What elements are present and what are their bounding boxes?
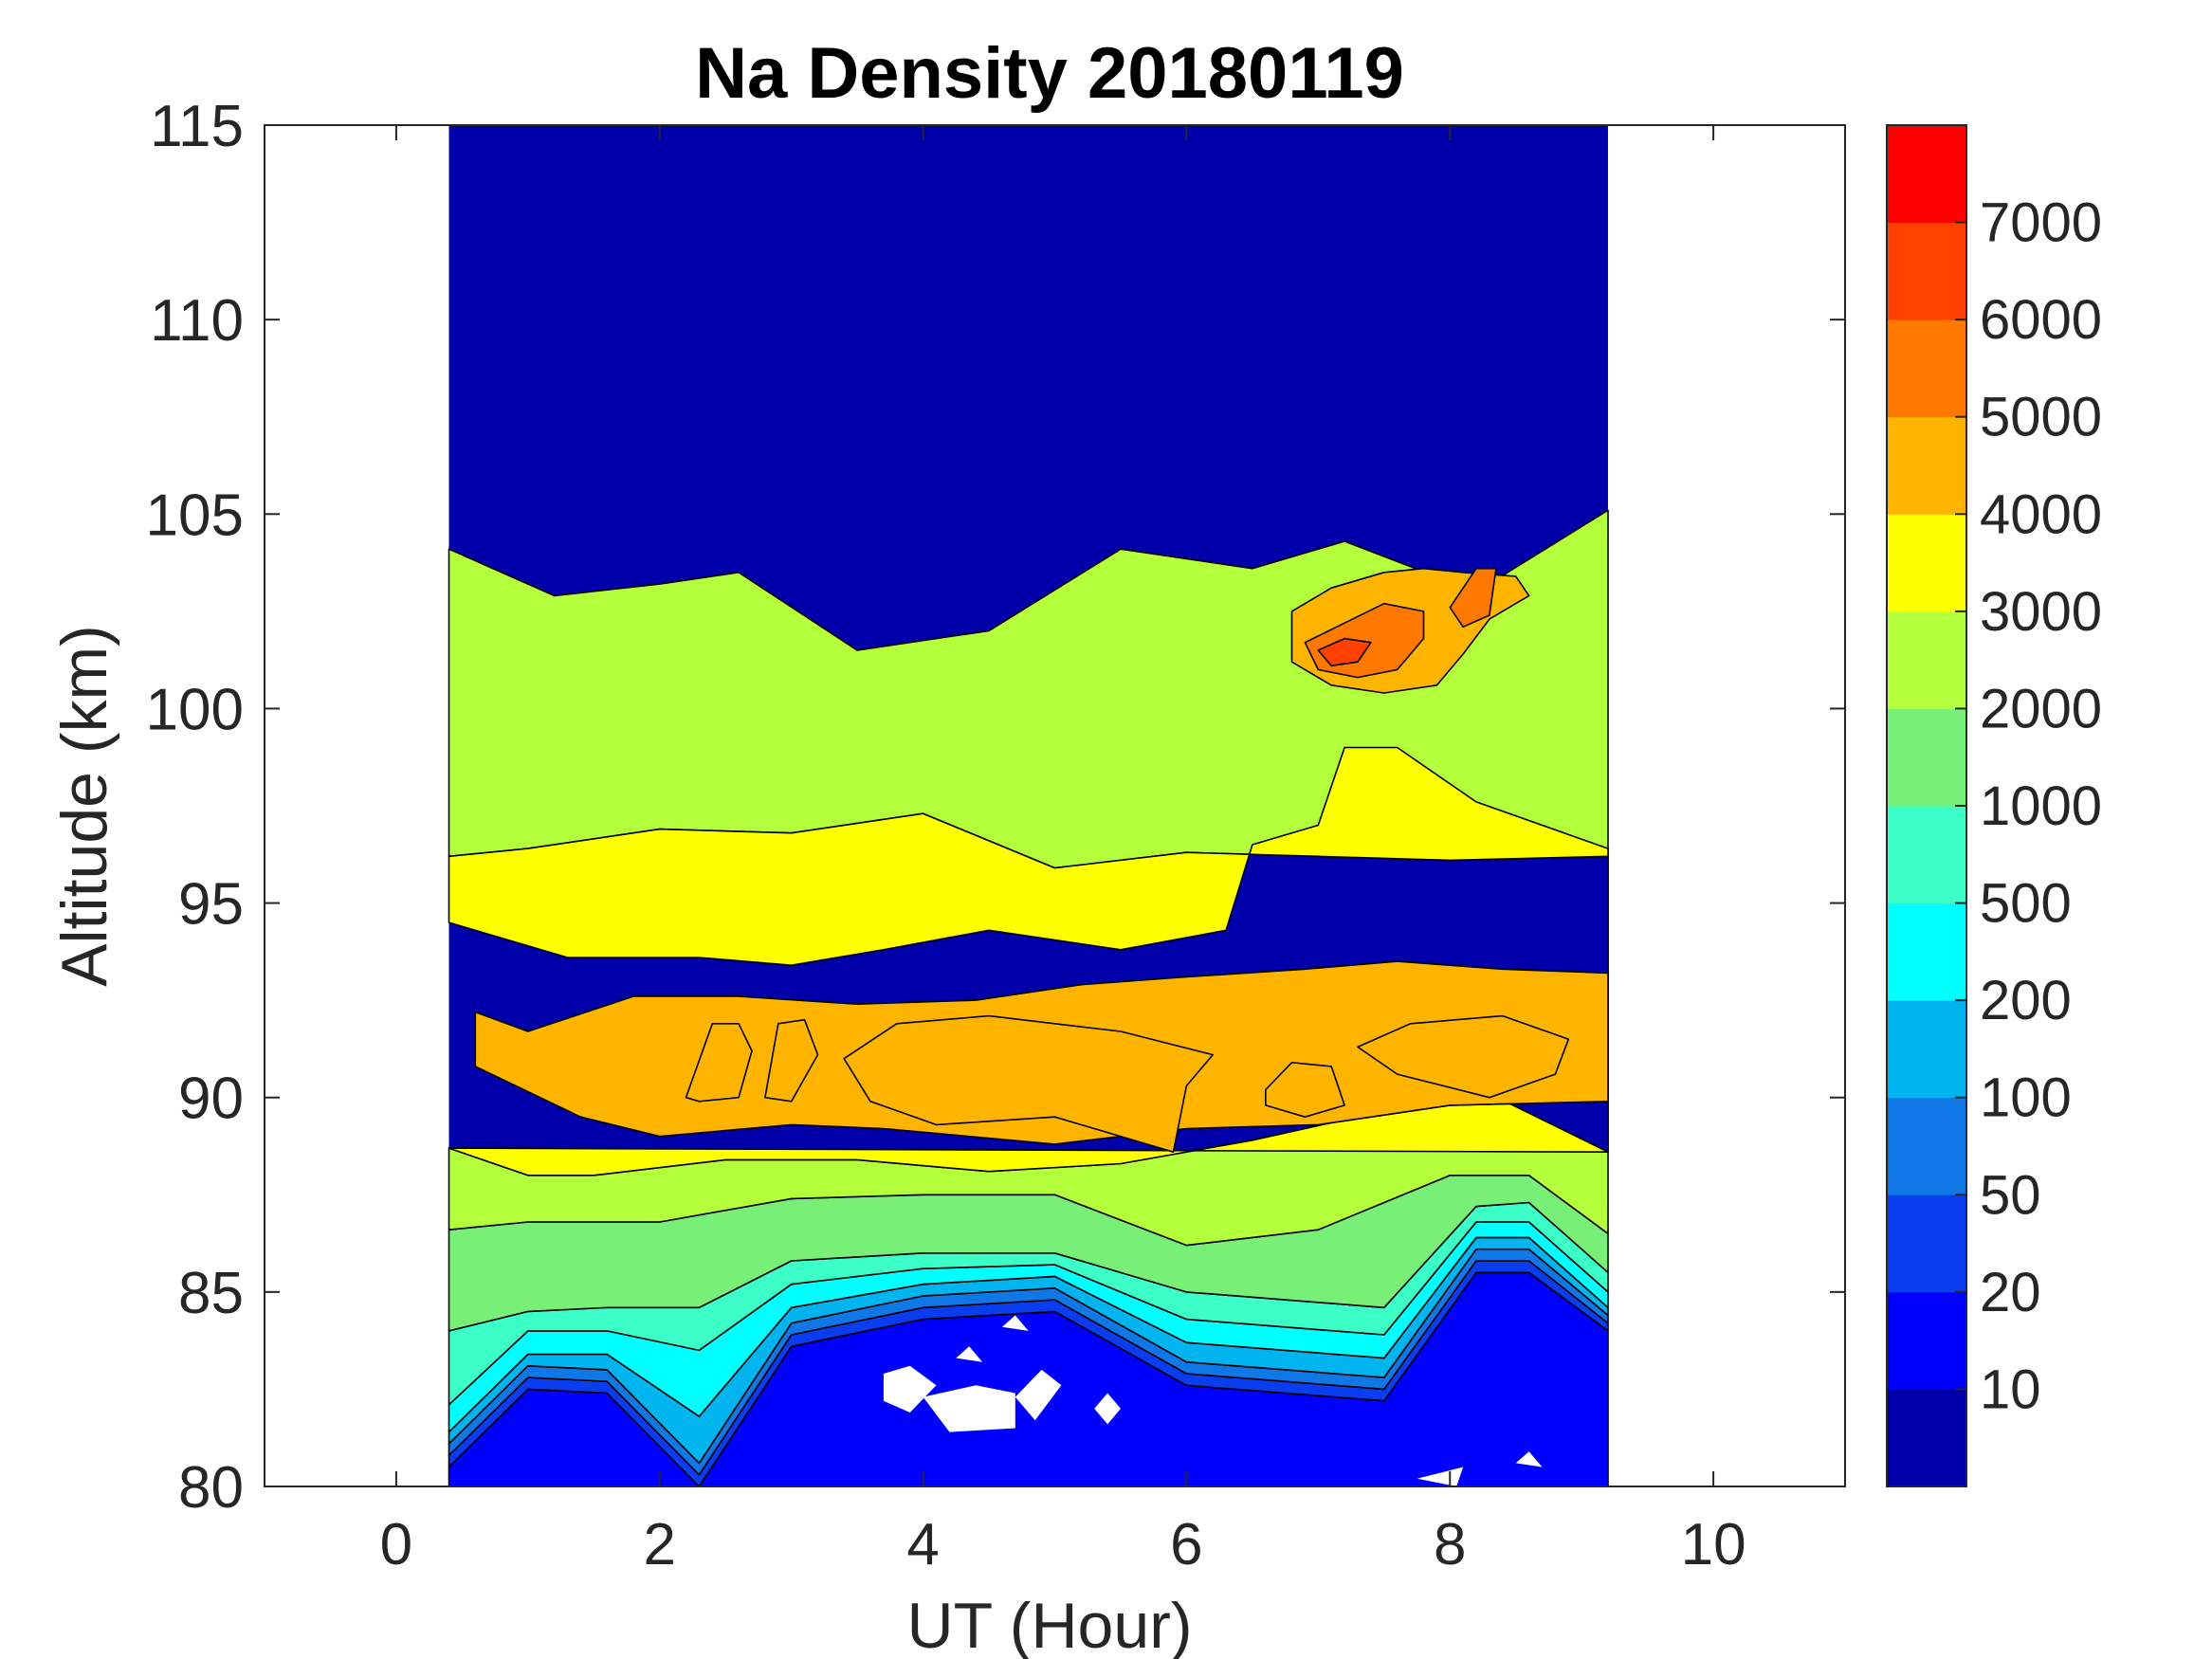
colorbar-swatch (1887, 1194, 1966, 1293)
colorbar-tick-label: 7000 (1980, 192, 2102, 254)
x-tick-label: 10 (1681, 1512, 1746, 1577)
x-tick-label: 0 (380, 1512, 412, 1577)
colorbar-tick-label: 4000 (1980, 483, 2102, 545)
y-axis-label: Altitude (km) (48, 625, 120, 987)
colorbar-swatch (1887, 1291, 1966, 1390)
x-tick-label: 4 (906, 1512, 939, 1577)
y-tick-label: 90 (178, 1066, 244, 1132)
colorbar: 10 20 50 100 200 500 1000 2000 3000 4000 5000 6000 7… (1886, 124, 2102, 1487)
colorbar-swatch (1887, 1389, 1966, 1487)
plot-frame (264, 124, 1846, 1487)
colorbar-swatch (1887, 806, 1966, 904)
colorbar-swatch (1887, 222, 1966, 320)
colorbar-tick-label: 100 (1980, 1067, 2072, 1129)
colorbar-tick-label: 5000 (1980, 387, 2102, 448)
missing-data-patch (883, 1365, 937, 1413)
colorbar-swatch (1887, 611, 1966, 709)
colorbar-swatch (1887, 416, 1966, 515)
x-axis: 0 2 4 6 8 10 (380, 125, 1746, 1577)
colorbar-tick-label: 1000 (1980, 775, 2102, 837)
colorbar-tick-label: 10 (1980, 1358, 2041, 1420)
colorbar-tick-label: 200 (1980, 970, 2072, 1031)
y-axis: 80 85 90 95 100 105 110 115 (146, 94, 1845, 1521)
contour-band-level-10 (1265, 1062, 1345, 1118)
colorbar-swatch (1887, 514, 1966, 612)
colorbar-tick-label: 6000 (1980, 289, 2102, 351)
contour-missing-data (883, 1315, 1543, 1486)
colorbar-swatch (1887, 125, 1966, 224)
contour-band-level-10 (764, 1018, 819, 1103)
contour-bands (448, 125, 1609, 1487)
y-tick-label: 100 (146, 677, 244, 742)
colorbar-swatch (1887, 1097, 1966, 1195)
missing-data-patch (1515, 1451, 1543, 1468)
colorbar-tick-label: 500 (1980, 873, 2072, 935)
contour-band-level-11 (1449, 567, 1497, 629)
contour-band-level-10 (685, 1023, 753, 1103)
x-tick-label: 8 (1434, 1512, 1466, 1577)
missing-data-patch (1417, 1467, 1464, 1486)
contour-band-level-12 (1317, 637, 1372, 667)
missing-data-patch (923, 1385, 1015, 1432)
chart-title: Na Density 20180119 (695, 33, 1404, 114)
colorbar-swatch (1887, 319, 1966, 418)
colorbar-swatch (1887, 708, 1966, 807)
y-tick-label: 110 (150, 288, 244, 354)
plot-area: 0 2 4 6 8 10 80 85 90 95 100 105 110 115 (146, 94, 1846, 1577)
missing-data-patch (956, 1346, 983, 1362)
colorbar-swatch (1887, 902, 1966, 1001)
y-tick-label: 95 (178, 872, 244, 938)
colorbar-tick-label: 2000 (1980, 678, 2102, 739)
y-tick-label: 115 (150, 94, 244, 159)
missing-data-patch (1001, 1315, 1029, 1331)
missing-data-patch (1015, 1369, 1062, 1421)
colorbar-tick-label: 20 (1980, 1262, 2041, 1323)
missing-data-patch (1094, 1393, 1121, 1425)
contour-band-level-10 (1357, 1014, 1570, 1099)
x-tick-label: 6 (1170, 1512, 1202, 1577)
colorbar-tick-label: 50 (1980, 1164, 2041, 1226)
x-tick-label: 2 (644, 1512, 676, 1577)
y-tick-label: 85 (178, 1261, 244, 1326)
y-tick-label: 80 (178, 1455, 244, 1521)
colorbar-swatch (1887, 1000, 1966, 1099)
colorbar-tick-label: 3000 (1980, 581, 2102, 643)
contour-band-level-10 (843, 1014, 1214, 1153)
x-axis-label: UT (Hour) (907, 1590, 1193, 1659)
y-tick-label: 105 (146, 483, 244, 548)
